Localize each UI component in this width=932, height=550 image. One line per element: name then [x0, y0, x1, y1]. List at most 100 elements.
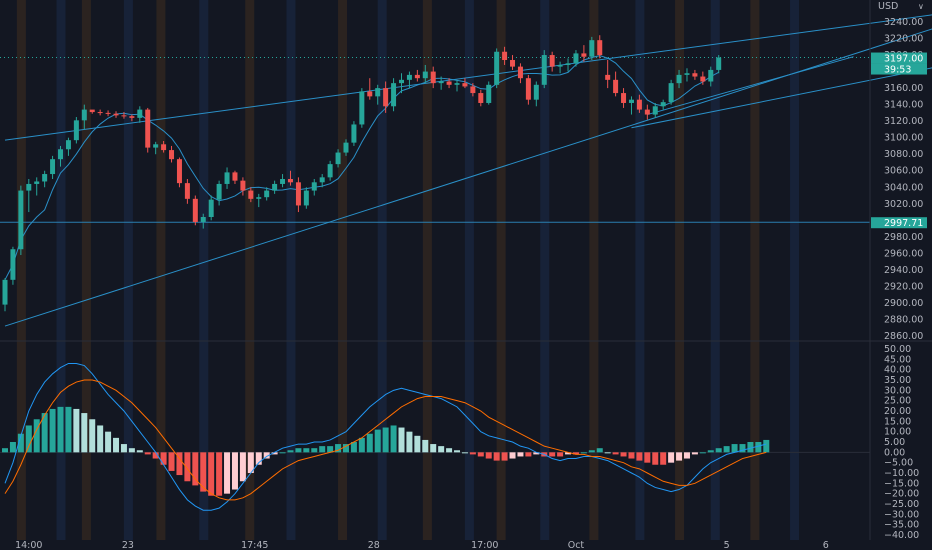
candle[interactable]: [613, 71, 619, 97]
candle[interactable]: [676, 69, 682, 89]
candle[interactable]: [597, 35, 603, 59]
candle[interactable]: [34, 177, 40, 196]
candle[interactable]: [343, 139, 349, 156]
currency-dropdown-icon[interactable]: ∨: [918, 2, 924, 11]
candle[interactable]: [248, 187, 254, 203]
candle[interactable]: [502, 46, 508, 65]
candle[interactable]: [73, 117, 79, 144]
candle[interactable]: [176, 157, 182, 188]
candle[interactable]: [478, 89, 484, 107]
candle[interactable]: [621, 88, 627, 108]
time-axis[interactable]: 14:00 23 17:45 28 17:00 Oct 5 6: [15, 540, 829, 550]
candle[interactable]: [105, 110, 111, 117]
candle[interactable]: [525, 74, 531, 105]
candle[interactable]: [129, 114, 135, 122]
candle[interactable]: [454, 79, 460, 92]
candle[interactable]: [573, 50, 579, 67]
candle[interactable]: [581, 45, 587, 62]
candle[interactable]: [161, 140, 167, 153]
candle[interactable]: [97, 109, 103, 116]
candle[interactable]: [684, 68, 690, 82]
candle[interactable]: [216, 180, 222, 206]
candle[interactable]: [10, 246, 16, 285]
candle[interactable]: [486, 81, 492, 105]
candle[interactable]: [716, 55, 722, 74]
candle[interactable]: [644, 104, 650, 120]
candle[interactable]: [533, 81, 539, 107]
candle[interactable]: [708, 66, 714, 87]
candle[interactable]: [287, 170, 293, 186]
candle[interactable]: [668, 79, 674, 105]
candle[interactable]: [589, 36, 595, 61]
candle[interactable]: [58, 145, 64, 167]
candle[interactable]: [510, 55, 516, 70]
candle[interactable]: [208, 195, 214, 221]
candle[interactable]: [375, 84, 381, 105]
candle[interactable]: [462, 78, 468, 89]
candle[interactable]: [232, 170, 238, 184]
candle[interactable]: [557, 61, 563, 74]
candle[interactable]: [319, 174, 325, 188]
candle[interactable]: [327, 160, 333, 181]
candle[interactable]: [184, 179, 190, 204]
candle[interactable]: [660, 99, 666, 110]
candle[interactable]: [65, 137, 71, 156]
candle[interactable]: [18, 185, 24, 256]
candle[interactable]: [272, 180, 278, 194]
candle[interactable]: [311, 179, 317, 196]
candle[interactable]: [50, 155, 56, 179]
candle[interactable]: [359, 88, 365, 128]
candle[interactable]: [692, 69, 698, 80]
candle[interactable]: [240, 177, 246, 196]
candle[interactable]: [224, 167, 230, 189]
candle[interactable]: [26, 179, 32, 213]
candle[interactable]: [517, 63, 523, 84]
candle[interactable]: [422, 64, 428, 84]
candle[interactable]: [335, 149, 341, 168]
candle[interactable]: [113, 111, 119, 118]
candle[interactable]: [192, 195, 198, 226]
candle[interactable]: [89, 109, 95, 114]
candle[interactable]: [399, 73, 404, 94]
candle[interactable]: [628, 96, 634, 115]
candle[interactable]: [565, 58, 571, 72]
candle[interactable]: [430, 66, 436, 89]
candle[interactable]: [494, 48, 500, 89]
candle[interactable]: [406, 71, 412, 89]
candle[interactable]: [438, 76, 444, 90]
price-pane[interactable]: [0, 14, 932, 327]
candle[interactable]: [303, 187, 309, 209]
candle[interactable]: [383, 81, 389, 113]
candle[interactable]: [280, 174, 286, 188]
trendline-4[interactable]: [631, 57, 932, 129]
candle[interactable]: [169, 145, 175, 163]
candle[interactable]: [145, 107, 151, 153]
candle[interactable]: [81, 104, 87, 130]
candle[interactable]: [264, 187, 270, 201]
candle[interactable]: [367, 78, 373, 100]
candle[interactable]: [636, 94, 642, 113]
candle[interactable]: [549, 51, 555, 72]
candle[interactable]: [605, 60, 611, 89]
candle[interactable]: [391, 78, 397, 112]
candle[interactable]: [121, 112, 127, 119]
candle[interactable]: [200, 213, 206, 229]
candle[interactable]: [414, 69, 420, 82]
trendline-1[interactable]: [4, 14, 932, 141]
candle[interactable]: [652, 102, 658, 118]
candle[interactable]: [446, 78, 452, 89]
candle[interactable]: [2, 278, 8, 312]
candle[interactable]: [256, 193, 262, 208]
trendline-3[interactable]: [647, 56, 854, 116]
price-axis[interactable]: USD ∨ 3240.003220.003200.003180.003160.0…: [871, 1, 927, 342]
candle[interactable]: [295, 177, 301, 213]
candle[interactable]: [541, 50, 547, 89]
candle[interactable]: [470, 83, 476, 97]
candle[interactable]: [700, 71, 706, 85]
candle[interactable]: [42, 170, 48, 188]
candle[interactable]: [153, 141, 159, 155]
candle[interactable]: [351, 121, 357, 146]
candle[interactable]: [137, 106, 143, 123]
